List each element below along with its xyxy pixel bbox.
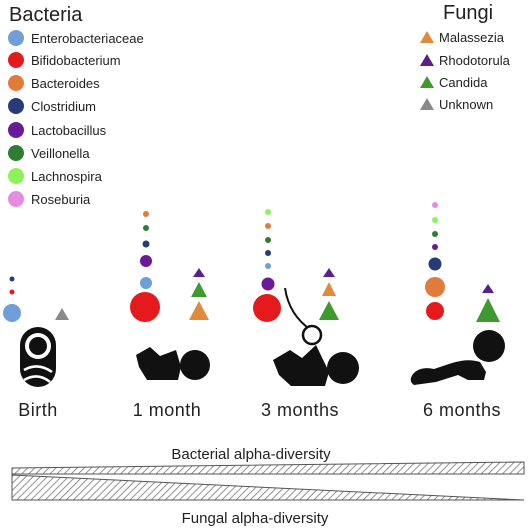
infant-lying-icon — [136, 347, 210, 380]
legend-label-roseburia: Roseburia — [31, 192, 91, 207]
stack-lactobacillus — [261, 277, 275, 291]
stack-lachnospira — [432, 217, 438, 223]
stack-malassezia — [322, 282, 336, 296]
legend-label-veillonella: Veillonella — [31, 146, 90, 161]
stack-veillonella — [265, 237, 271, 243]
legend-marker-bacteroides — [8, 75, 24, 91]
infant-crawling-icon — [410, 330, 505, 385]
stack-candida — [319, 301, 339, 320]
legend-marker-rhodotorula — [420, 54, 434, 66]
stage-label-birth: Birth — [18, 400, 58, 420]
legend-label-lachnospira: Lachnospira — [31, 169, 103, 184]
bacteria-stack-6-months — [425, 202, 445, 320]
bacteria-legend-title: Bacteria — [9, 4, 83, 26]
legend-label-enterobacteriaceae: Enterobacteriaceae — [31, 31, 144, 46]
legend-marker-roseburia — [8, 191, 24, 207]
stage-label-1-month: 1 month — [133, 400, 202, 420]
legend-label-clostridium: Clostridium — [31, 99, 96, 114]
stage-birth: Birth — [3, 276, 69, 420]
stage-1-month: 1 month — [130, 211, 210, 420]
legend-marker-bifidobacterium — [8, 52, 24, 68]
legend-label-malassezia: Malassezia — [439, 30, 505, 45]
legend-label-unknown: Unknown — [439, 97, 493, 112]
fungi-stack-6-months — [476, 284, 500, 322]
legend-label-bifidobacterium: Bifidobacterium — [31, 53, 121, 68]
stack-clostridium — [9, 276, 15, 282]
stack-rhodotorula — [323, 268, 335, 277]
stack-enterobacteriaceae — [265, 263, 271, 269]
bacteria-legend: Enterobacteriaceae Bifidobacterium Bacte… — [8, 30, 144, 207]
legend-marker-veillonella — [8, 145, 24, 161]
stack-lactobacillus — [432, 244, 438, 250]
legend-label-bacteroides: Bacteroides — [31, 76, 100, 91]
stack-bifidobacterium — [253, 294, 281, 322]
legend-marker-candida — [420, 76, 434, 88]
legend-marker-lactobacillus — [8, 122, 24, 138]
stack-lachnospira — [265, 209, 271, 215]
fungi-legend: Malassezia Rhodotorula Candida Unknown — [420, 30, 511, 112]
stack-enterobacteriaceae — [3, 304, 21, 322]
stack-malassezia — [189, 301, 209, 320]
stage-3-months: 3 months — [253, 209, 359, 420]
stack-bacteroides — [425, 277, 445, 297]
stack-veillonella — [432, 231, 438, 237]
stack-candida — [191, 282, 207, 297]
bacterial-diversity-label: Bacterial alpha-diversity — [171, 446, 331, 463]
legend-label-lactobacillus: Lactobacillus — [31, 123, 107, 138]
fungal-diversity-wedge — [11, 474, 525, 501]
infant-with-rattle-icon — [273, 287, 359, 386]
stack-rhodotorula — [193, 268, 205, 277]
legend-label-candida: Candida — [439, 75, 488, 90]
fungi-stack-1-month — [189, 268, 209, 320]
swaddled-newborn-icon — [20, 327, 56, 387]
stack-unknown — [55, 308, 69, 320]
bacterial-diversity-wedge — [11, 461, 525, 475]
stack-rhodotorula — [482, 284, 494, 293]
legend-label-rhodotorula: Rhodotorula — [439, 53, 511, 68]
fungi-legend-title: Fungi — [443, 2, 493, 24]
legend-marker-malassezia — [420, 31, 434, 43]
stack-clostridium — [142, 240, 150, 248]
stack-bifidobacterium — [130, 292, 160, 322]
stack-candida — [476, 298, 500, 322]
stage-6-months: 6 months — [410, 202, 505, 420]
stack-bifidobacterium — [9, 289, 15, 295]
legend-marker-enterobacteriaceae — [8, 30, 24, 46]
stack-bacteroides — [143, 211, 149, 217]
stack-roseburia — [432, 202, 438, 208]
stack-enterobacteriaceae — [140, 277, 152, 289]
bacteria-stack-birth — [3, 276, 21, 322]
legend-marker-unknown — [420, 98, 434, 110]
stage-label-6-months: 6 months — [423, 400, 501, 420]
stack-bacteroides — [265, 223, 271, 229]
bacteria-stack-1-month — [130, 211, 160, 322]
fungi-stack-birth — [55, 308, 69, 320]
fungal-diversity-label: Fungal alpha-diversity — [182, 510, 329, 527]
stage-label-3-months: 3 months — [261, 400, 339, 420]
stack-lactobacillus — [140, 255, 152, 267]
fungi-stack-3-months — [319, 268, 339, 320]
stack-clostridium — [428, 257, 442, 271]
stack-veillonella — [143, 225, 149, 231]
bacteria-stack-3-months — [253, 209, 281, 322]
stack-bifidobacterium — [426, 302, 444, 320]
legend-marker-clostridium — [8, 98, 24, 114]
stack-clostridium — [265, 250, 271, 256]
legend-marker-lachnospira — [8, 168, 24, 184]
